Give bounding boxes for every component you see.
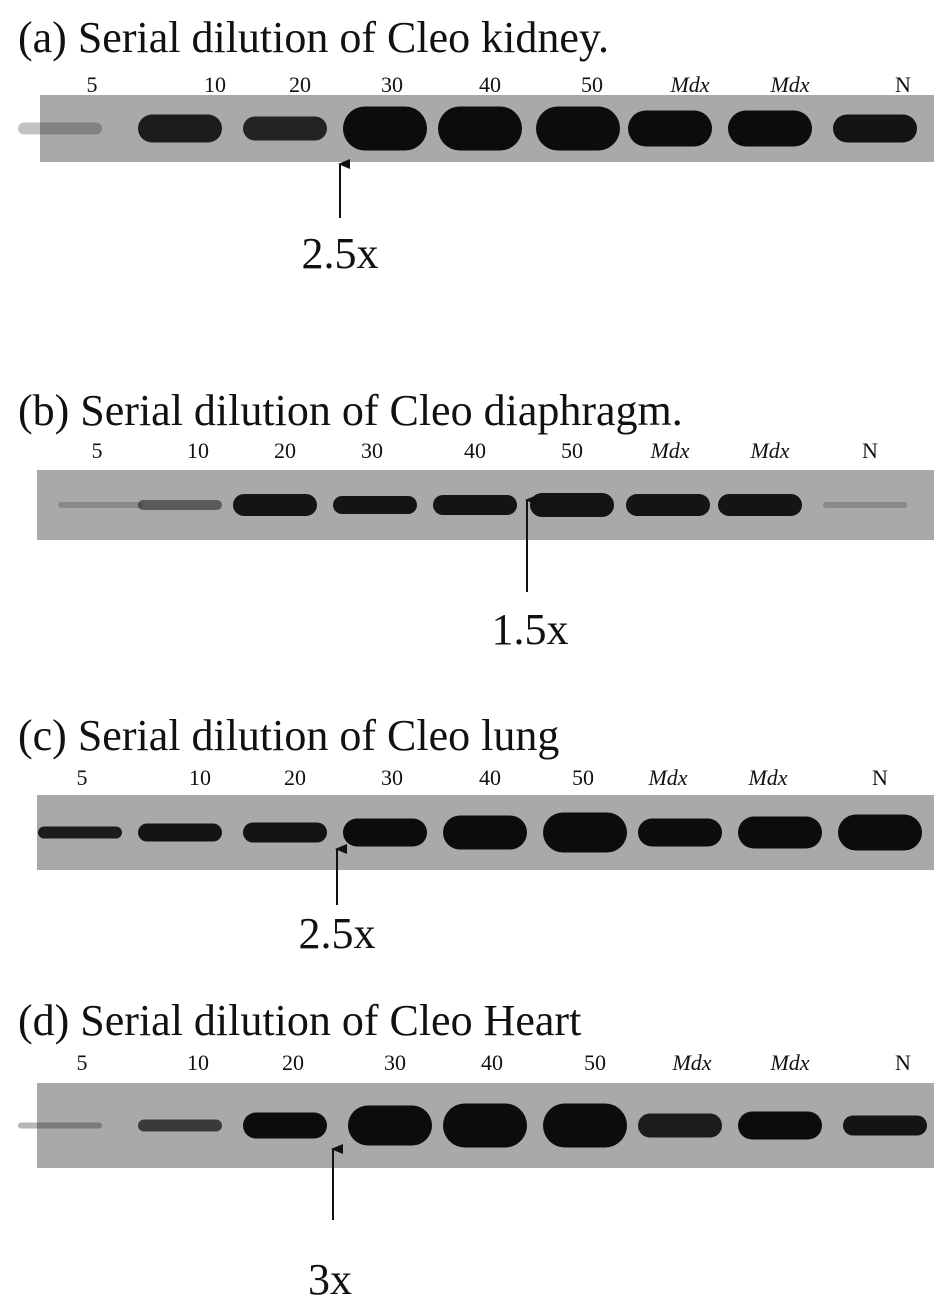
lane-label: Mdx bbox=[647, 765, 687, 790]
lane-label: 50 bbox=[572, 765, 594, 790]
lane-label: 50 bbox=[561, 438, 583, 463]
band bbox=[38, 827, 122, 839]
panel-title: (a) Serial dilution of Cleo kidney. bbox=[18, 13, 609, 62]
lane-label: 5 bbox=[77, 1050, 88, 1075]
lane-label: Mdx bbox=[769, 72, 809, 97]
band bbox=[530, 493, 614, 517]
lane-label: N bbox=[895, 72, 911, 97]
band bbox=[738, 1112, 822, 1140]
band bbox=[243, 117, 327, 141]
lane-label: 50 bbox=[584, 1050, 606, 1075]
lane-label: 40 bbox=[479, 765, 501, 790]
lane-label: 5 bbox=[87, 72, 98, 97]
band bbox=[333, 496, 417, 514]
arrow-label: 3x bbox=[308, 1255, 352, 1298]
lane-label: 40 bbox=[481, 1050, 503, 1075]
band bbox=[138, 1120, 222, 1132]
figure: (a) Serial dilution of Cleo kidney. (b) … bbox=[0, 0, 934, 1298]
band bbox=[243, 1113, 327, 1139]
lane-label: 20 bbox=[274, 438, 296, 463]
band bbox=[626, 494, 710, 516]
band bbox=[536, 107, 620, 151]
lane-label: 30 bbox=[384, 1050, 406, 1075]
lane-label: 20 bbox=[284, 765, 306, 790]
band bbox=[343, 107, 427, 151]
lane-label: 30 bbox=[381, 72, 403, 97]
lane-label: Mdx bbox=[769, 1050, 809, 1075]
panel-title: (c) Serial dilution of Cleo lung bbox=[18, 711, 559, 760]
band bbox=[838, 815, 922, 851]
lane-label: 30 bbox=[381, 765, 403, 790]
band bbox=[18, 123, 102, 135]
lane-label: 30 bbox=[361, 438, 383, 463]
band bbox=[58, 502, 142, 508]
band bbox=[438, 107, 522, 151]
lane-label: Mdx bbox=[671, 1050, 711, 1075]
lane-label: 40 bbox=[464, 438, 486, 463]
lane-label: 50 bbox=[581, 72, 603, 97]
lane-label: 20 bbox=[289, 72, 311, 97]
lane-label: 10 bbox=[189, 765, 211, 790]
panel-title: (b) Serial dilution of Cleo diaphragm. bbox=[18, 386, 683, 435]
band bbox=[348, 1106, 432, 1146]
arrow-label: 2.5x bbox=[302, 229, 379, 278]
band bbox=[18, 1123, 102, 1129]
lane-label: Mdx bbox=[747, 765, 787, 790]
lane-label: N bbox=[872, 765, 888, 790]
lane-label: 20 bbox=[282, 1050, 304, 1075]
lane-label: Mdx bbox=[649, 438, 689, 463]
lane-label: 5 bbox=[92, 438, 103, 463]
lane-label: 5 bbox=[77, 765, 88, 790]
band bbox=[843, 1116, 927, 1136]
band bbox=[833, 115, 917, 143]
panel-title: (d) Serial dilution of Cleo Heart bbox=[18, 996, 581, 1045]
band bbox=[738, 817, 822, 849]
band bbox=[243, 823, 327, 843]
arrow-label: 1.5x bbox=[492, 605, 569, 654]
band bbox=[433, 495, 517, 515]
lane-label: 10 bbox=[204, 72, 226, 97]
lane-label: Mdx bbox=[669, 72, 709, 97]
arrow-label: 2.5x bbox=[299, 909, 376, 958]
lane-label: 40 bbox=[479, 72, 501, 97]
band bbox=[638, 1114, 722, 1138]
lane-label: 10 bbox=[187, 1050, 209, 1075]
band bbox=[728, 111, 812, 147]
band bbox=[138, 500, 222, 510]
lane-label: Mdx bbox=[749, 438, 789, 463]
band bbox=[718, 494, 802, 516]
band bbox=[638, 819, 722, 847]
band bbox=[543, 813, 627, 853]
band bbox=[233, 494, 317, 516]
band bbox=[628, 111, 712, 147]
lane-label: N bbox=[862, 438, 878, 463]
band bbox=[823, 502, 907, 508]
page: (a) Serial dilution of Cleo kidney. (b) … bbox=[0, 0, 934, 1298]
band bbox=[343, 819, 427, 847]
band bbox=[443, 816, 527, 850]
band bbox=[138, 115, 222, 143]
lane-label: 10 bbox=[187, 438, 209, 463]
band bbox=[543, 1104, 627, 1148]
band bbox=[138, 824, 222, 842]
lane-label: N bbox=[895, 1050, 911, 1075]
band bbox=[443, 1104, 527, 1148]
